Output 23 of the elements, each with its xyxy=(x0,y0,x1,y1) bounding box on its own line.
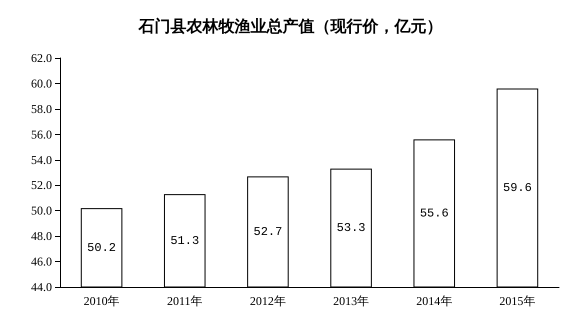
x-tick-label: 2014年 xyxy=(416,294,452,308)
x-tick-label: 2015年 xyxy=(499,294,536,308)
y-tick-label: 60.0 xyxy=(31,76,52,90)
data-label: 50.2 xyxy=(87,240,116,255)
data-label: 51.3 xyxy=(170,234,200,248)
data-label: 52.7 xyxy=(254,224,282,239)
x-tick-label: 2010年 xyxy=(84,294,120,308)
chart-title: 石门县农林牧渔业总产值（现行价，亿元） xyxy=(138,16,442,36)
y-tick-label: 58.0 xyxy=(31,102,52,116)
data-label: 53.3 xyxy=(336,221,366,236)
data-label: 59.6 xyxy=(503,181,532,196)
y-tick-label: 52.0 xyxy=(31,178,52,192)
y-tick-label: 50.0 xyxy=(31,204,52,218)
y-tick-label: 54.0 xyxy=(31,152,52,167)
x-tick-label: 2013年 xyxy=(333,294,370,308)
y-tick-label: 46.0 xyxy=(31,254,52,269)
y-tick-label: 44.0 xyxy=(31,280,52,294)
y-tick-label: 62.0 xyxy=(31,51,52,65)
x-tick-label: 2012年 xyxy=(250,294,286,308)
x-tick-label: 2011年 xyxy=(166,294,203,308)
y-tick-label: 48.0 xyxy=(31,229,52,244)
data-label: 55.6 xyxy=(420,206,449,220)
y-tick-label: 56.0 xyxy=(31,127,52,142)
